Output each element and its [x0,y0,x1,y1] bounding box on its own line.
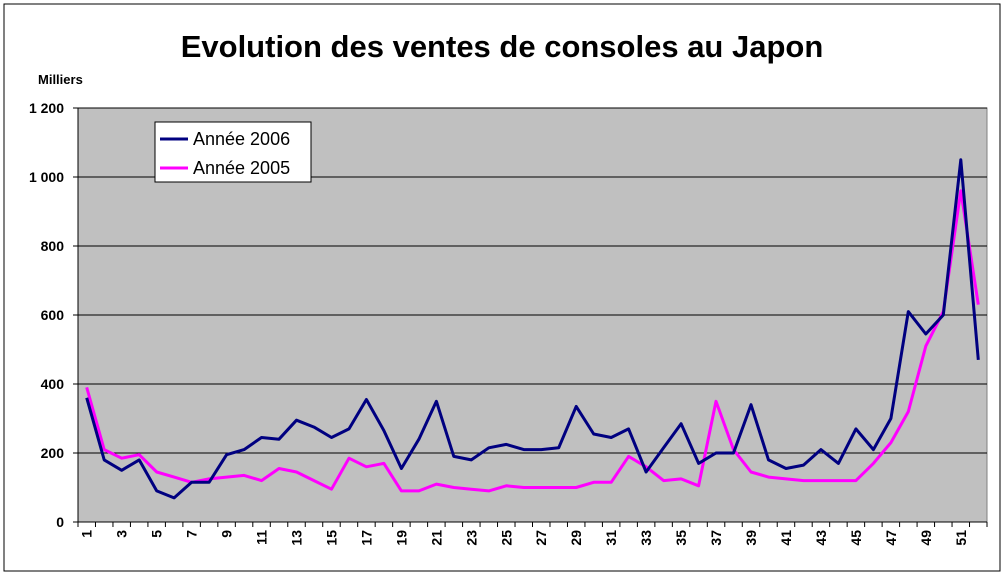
x-tick-label: 1 [79,530,95,538]
x-tick-label: 3 [114,530,130,538]
x-tick-label: 21 [428,530,444,546]
x-tick-label: 27 [533,530,549,546]
y-tick-label: 1 200 [29,100,64,116]
x-tick-label: 45 [848,530,864,546]
y-tick-label: 0 [56,514,64,530]
x-tick-label: 31 [603,530,619,546]
y-tick-label: 400 [41,376,65,392]
y-tick-label: 200 [41,445,65,461]
x-tick-label: 19 [393,530,409,546]
legend-label-2005: Année 2005 [193,158,290,178]
x-tick-label: 41 [778,530,794,546]
y-axis-unit-label: Milliers [38,72,83,87]
legend-box [154,121,312,183]
y-tick-label: 1 000 [29,169,64,185]
x-tick-label: 17 [358,530,374,546]
y-tick-label: 600 [41,307,65,323]
x-tick-label: 25 [498,530,514,546]
x-tick-label: 37 [708,530,724,546]
x-tick-label: 39 [743,530,759,546]
x-tick-label: 35 [673,530,689,546]
series-lines [85,158,980,500]
x-tick-label: 9 [219,530,235,538]
series-line-2006 [85,158,980,500]
x-tick-label: 7 [184,530,200,538]
y-tick-label: 800 [41,238,65,254]
x-tick-label: 5 [149,530,165,538]
x-tick-label: 33 [638,530,654,546]
x-tick-label: 43 [813,530,829,546]
chart-title: Evolution des ventes de consoles au Japo… [181,29,824,64]
x-tick-label: 11 [254,530,270,545]
x-tick-label: 47 [883,530,899,546]
legend-label-2006: Année 2006 [193,129,290,149]
x-tick-label: 23 [463,530,479,546]
x-tick-label: 13 [289,530,305,546]
legend: Année 2006 Année 2005 [154,121,312,183]
x-tick-label: 15 [323,530,339,546]
x-tick-label: 49 [918,530,934,546]
x-tick-label: 29 [568,530,584,546]
series-line-2005 [85,189,980,493]
x-tick-label: 51 [953,530,969,546]
